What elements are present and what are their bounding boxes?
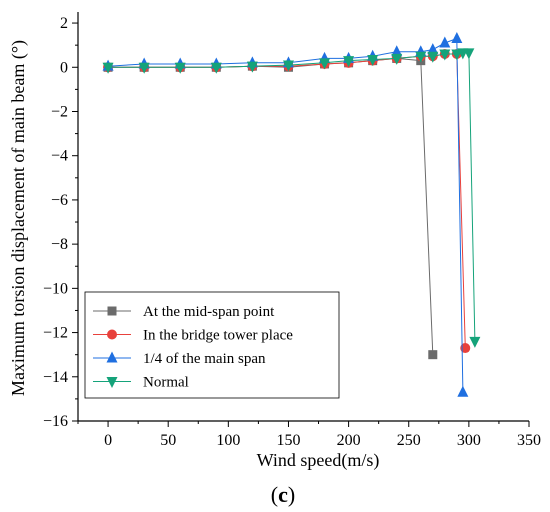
legend-label: Normal [143,375,189,391]
panel-label-open: ( [271,482,278,507]
legend-box [84,291,340,399]
legend-label: At the mid-span point [143,304,275,320]
data-point-triangle-down [282,60,294,72]
data-point-square [428,350,438,360]
data-point-square [107,306,117,316]
y-tick-label: −2 [51,103,68,120]
data-point-triangle-down [138,62,150,74]
x-tick-label: 0 [104,432,112,449]
data-point-triangle-down [174,62,186,74]
y-tick-label: −4 [51,148,68,165]
data-point-circle [107,329,117,340]
data-point-triangle-down [319,58,331,70]
data-point-triangle-up [457,385,469,397]
y-tick-label: −8 [51,236,68,253]
data-point-triangle-down [415,51,427,63]
data-point-triangle-down [106,377,118,388]
y-axis-title: Maximum torsion displacement of main bea… [8,40,29,396]
y-tick-label: 0 [60,59,68,76]
data-point-triangle-down [343,56,355,68]
data-point-triangle-down [391,53,403,65]
x-tick-label: 300 [457,432,481,449]
y-tick-label: −6 [51,192,68,209]
data-point-triangle-down [463,48,475,60]
data-point-triangle-up [106,351,118,363]
y-tick-label: −12 [43,325,68,342]
legend: At the mid-span point In the bridge tower… [84,291,340,399]
data-point-circle [460,343,471,354]
x-tick-label: 250 [397,432,421,449]
data-point-triangle-down [367,55,379,67]
axes: 0 50 100 150 200 250 300 350 2 0 −2 −4 −6 −8 −10 −12 −14… [43,12,541,449]
legend-label: 1/4 of the main span [143,351,266,367]
series-4 [102,48,481,348]
x-tick-label: 50 [160,432,176,449]
x-tick-label: 200 [337,432,361,449]
x-tick-label: 150 [276,432,300,449]
panel-label: (c) [271,482,295,507]
legend-label: In the bridge tower place [143,328,293,344]
data-point-triangle-down [427,51,439,63]
data-point-triangle-up [391,45,403,57]
data-point-triangle-up [427,43,439,55]
y-tick-label: −10 [43,280,68,297]
series-layer [102,32,481,397]
x-tick-label: 100 [216,432,240,449]
data-point-triangle-down [210,62,222,74]
y-tick-label: 2 [60,15,68,32]
panel-label-letter: c [278,482,288,507]
data-point-triangle-down [439,49,451,61]
x-axis-title: Wind speed(m/s) [257,450,380,471]
data-point-triangle-down [469,336,481,348]
data-point-triangle-up [451,32,463,44]
y-tick-label: −14 [43,369,68,386]
data-point-triangle-up [439,36,451,48]
data-point-triangle-down [102,62,114,74]
panel-label-close: ) [288,482,295,507]
data-point-triangle-down [246,61,258,73]
y-tick-label: −16 [43,413,68,430]
x-tick-label: 350 [517,432,541,449]
